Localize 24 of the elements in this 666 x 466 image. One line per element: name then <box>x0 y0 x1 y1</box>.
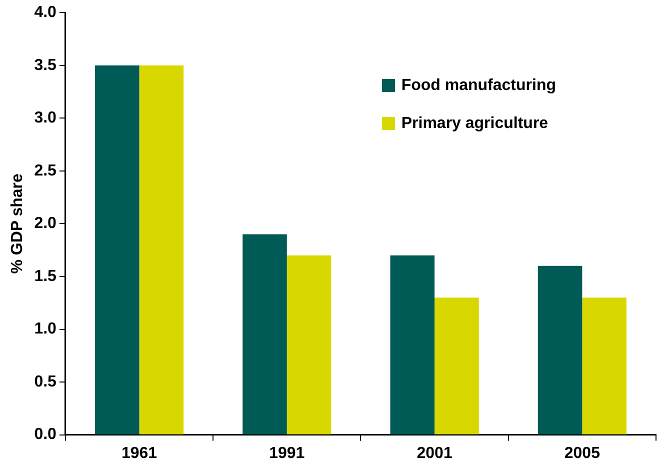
bar <box>390 255 435 434</box>
bar <box>538 266 582 434</box>
legend-label: Primary agriculture <box>401 114 548 133</box>
y-tick-label: 4.0 <box>34 4 57 22</box>
y-axis-title: % GDP share <box>9 174 26 274</box>
bar <box>286 255 332 434</box>
bar <box>582 298 626 434</box>
y-tick-label: 2.5 <box>34 162 57 180</box>
y-tick-label: 1.0 <box>34 320 57 338</box>
bar <box>242 234 287 434</box>
y-tick-label: 3.5 <box>34 56 57 74</box>
bar <box>139 65 184 434</box>
legend-label: Food manufacturing <box>401 76 556 95</box>
y-tick-label: 1.5 <box>34 268 57 285</box>
y-tick-label: 0.0 <box>34 426 57 444</box>
x-tick-label: 1991 <box>269 444 305 462</box>
y-tick-label: 2.0 <box>34 215 57 232</box>
x-tick-label: 2005 <box>564 444 600 462</box>
y-tick-label: 0.5 <box>34 373 57 390</box>
y-tick-label: 3.0 <box>34 110 57 127</box>
bar <box>94 65 140 434</box>
x-tick-label: 2001 <box>416 444 452 462</box>
x-tick-label: 1961 <box>121 444 158 462</box>
bar <box>434 298 479 434</box>
